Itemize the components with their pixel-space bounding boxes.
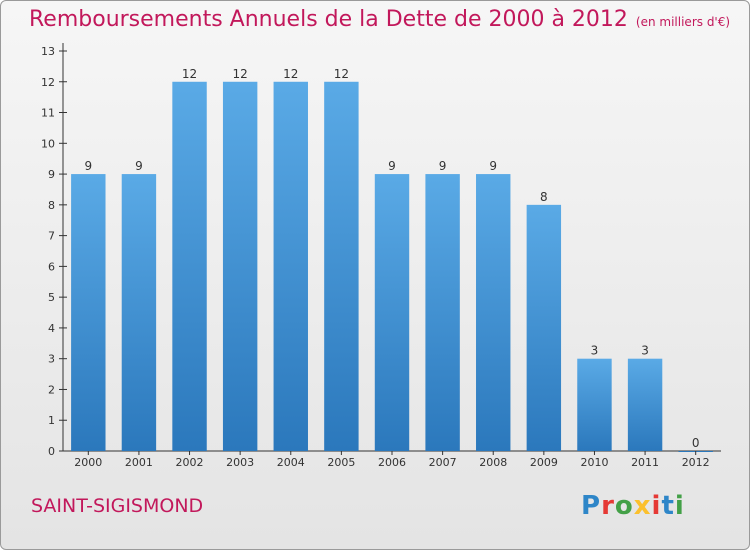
x-tick-label: 2004: [277, 456, 305, 469]
x-tick-label: 2011: [631, 456, 659, 469]
data-label: 9: [439, 159, 447, 173]
logo-letter: i: [651, 491, 662, 521]
x-tick-label: 2003: [226, 456, 254, 469]
data-label: 12: [233, 67, 248, 81]
y-tick-label: 5: [48, 291, 55, 304]
x-tick-label: 2009: [530, 456, 558, 469]
y-tick-label: 12: [41, 76, 55, 89]
x-tick-label: 2006: [378, 456, 406, 469]
x-tick-label: 2007: [429, 456, 457, 469]
bar: [627, 358, 663, 451]
logo-letter: o: [614, 491, 634, 521]
data-label: 12: [334, 67, 349, 81]
x-tick-label: 2012: [682, 456, 710, 469]
y-tick-label: 10: [41, 137, 55, 150]
data-label: 3: [591, 344, 599, 358]
data-label: 9: [135, 159, 143, 173]
y-tick-label: 3: [48, 353, 55, 366]
y-tick-label: 1: [48, 414, 55, 427]
bar: [425, 174, 460, 452]
y-tick-label: 13: [41, 45, 55, 58]
bar: [324, 81, 359, 452]
x-tick-label: 2010: [580, 456, 608, 469]
bar: [273, 81, 308, 452]
bar: [526, 204, 562, 451]
x-tick-label: 2002: [176, 456, 204, 469]
y-tick-label: 9: [48, 168, 55, 181]
chart-title: Remboursements Annuels de la Dette de 20…: [29, 7, 730, 32]
bar: [374, 174, 410, 452]
logo-letter: r: [601, 491, 615, 521]
bar: [476, 174, 511, 452]
data-label: 3: [641, 344, 649, 358]
y-tick-label: 4: [48, 322, 55, 335]
proxiti-logo: Proxiti: [581, 491, 685, 521]
x-tick-label: 2000: [74, 456, 102, 469]
x-tick-label: 2005: [327, 456, 355, 469]
y-tick-label: 8: [48, 199, 55, 212]
data-label: 9: [489, 159, 497, 173]
bar: [121, 174, 157, 452]
title-text: Remboursements Annuels de la Dette de 20…: [29, 7, 628, 32]
bar: [577, 358, 612, 451]
logo-letter: i: [674, 491, 685, 521]
data-label: 12: [182, 67, 197, 81]
y-tick-label: 6: [48, 260, 55, 273]
commune-name: SAINT-SIGISMOND: [31, 495, 204, 517]
bar: [222, 81, 258, 452]
y-tick-label: 0: [48, 445, 55, 458]
logo-letter: P: [581, 491, 602, 521]
data-label: 8: [540, 190, 548, 204]
bar: [71, 174, 106, 452]
logo-letter: t: [661, 491, 675, 521]
logo-letter: x: [633, 491, 652, 521]
data-label: 9: [84, 159, 92, 173]
data-label: 9: [388, 159, 396, 173]
data-label: 0: [692, 436, 700, 450]
x-tick-label: 2008: [479, 456, 507, 469]
bar: [172, 81, 207, 452]
unit-text: (en milliers d'€): [635, 15, 731, 29]
y-tick-label: 7: [48, 230, 55, 243]
data-label: 12: [283, 67, 298, 81]
x-tick-label: 2001: [125, 456, 153, 469]
y-tick-label: 2: [48, 383, 55, 396]
y-tick-label: 11: [41, 107, 55, 120]
